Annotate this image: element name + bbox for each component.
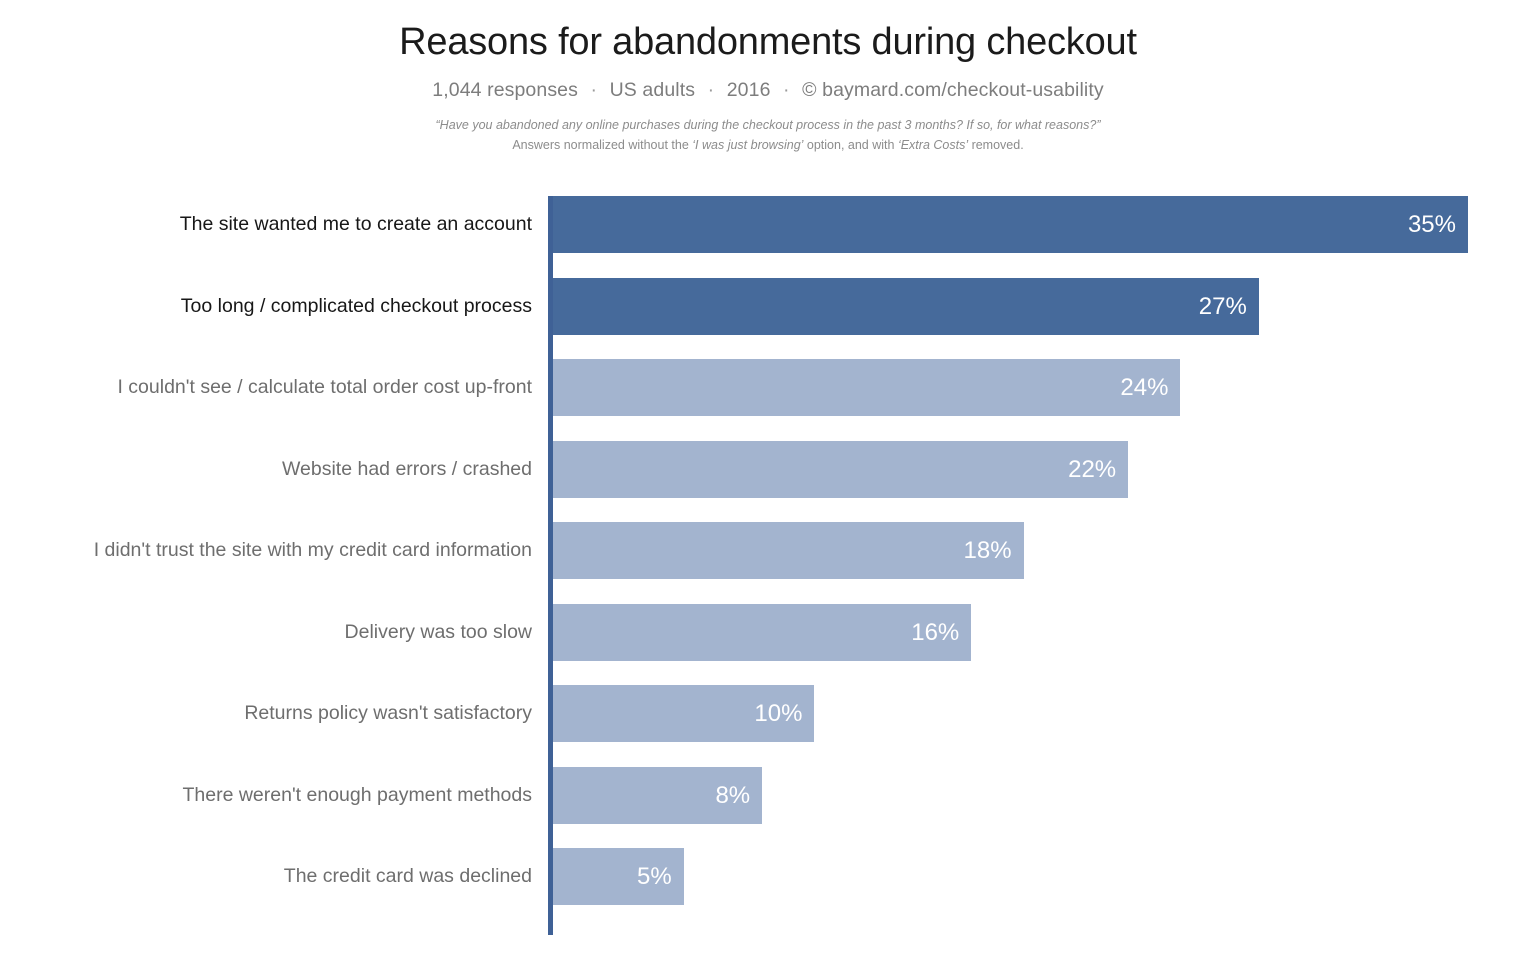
bar-value-label: 5% (637, 863, 672, 890)
bar-value-label: 18% (963, 537, 1012, 564)
bar-row: Returns policy wasn't satisfactory 10% (0, 685, 1536, 742)
bar: 8% (553, 766, 763, 824)
bar-value-label: 10% (754, 700, 803, 727)
note-option-extra-costs: ‘Extra Costs’ (897, 138, 969, 153)
bar-category-label: Too long / complicated checkout process (180, 294, 532, 317)
chart-title: Reasons for abandonments during checkout (399, 21, 1137, 63)
bar-category-label: Delivery was too slow (344, 620, 532, 643)
bar: 24% (553, 359, 1181, 416)
subtitle-audience: US adults (609, 78, 696, 101)
chart-header: Reasons for abandonments during checkout… (0, 0, 1536, 156)
chart-note: “Have you abandoned any online purchases… (0, 115, 1536, 156)
bar-row: Too long / complicated checkout process 2… (0, 277, 1536, 335)
bar-row: The credit card was declined 5% (0, 848, 1536, 905)
chart-note-question: “Have you abandoned any online purchases… (435, 117, 1101, 132)
y-axis-line (548, 196, 553, 935)
bar: 5% (553, 848, 684, 905)
bar-row: I didn't trust the site with my credit c… (0, 522, 1536, 579)
subtitle-source: © baymard.com/checkout-usability (802, 78, 1104, 101)
note-text-e: removed. (968, 138, 1024, 153)
note-option-browsing: ‘I was just browsing’ (692, 138, 804, 153)
bar-value-label: 16% (911, 618, 960, 646)
bar-category-label: I didn't trust the site with my credit c… (93, 539, 532, 561)
chart-subtitle: 1,044 responses · US adults · 2016 · © b… (0, 79, 1536, 102)
bar-row: Website had errors / crashed 22% (0, 440, 1536, 498)
bar-row: The site wanted me to create an account 3… (0, 196, 1536, 253)
bar: 27% (553, 277, 1259, 335)
bar: 22% (553, 440, 1129, 498)
subtitle-responses: 1,044 responses (432, 78, 578, 101)
bar-category-label: I couldn't see / calculate total order c… (117, 376, 532, 398)
bar-category-label: Returns policy wasn't satisfactory (244, 702, 532, 724)
subtitle-separator-3: · (783, 78, 790, 101)
note-text-a: Answers normalized without the (512, 138, 693, 153)
bar-value-label: 22% (1068, 455, 1117, 483)
subtitle-year: 2016 (726, 78, 771, 101)
subtitle-separator-1: · (590, 78, 598, 101)
bar-row: I couldn't see / calculate total order c… (0, 359, 1536, 416)
bar: 10% (553, 685, 815, 742)
bar-category-label: The credit card was declined (283, 865, 532, 887)
bar-value-label: 24% (1120, 374, 1169, 401)
bar-row: There weren't enough payment methods 8% (0, 766, 1536, 824)
bar-value-label: 35% (1407, 211, 1456, 238)
subtitle-separator-2: · (707, 78, 715, 101)
note-text-c: option, and with (803, 138, 898, 153)
bar-rows: The site wanted me to create an account 3… (0, 196, 1536, 930)
bar-row: Delivery was too slow 16% (0, 603, 1536, 661)
plot-area: The site wanted me to create an account 3… (0, 196, 1536, 941)
bar: 35% (553, 196, 1468, 253)
bar-value-label: 8% (715, 781, 751, 809)
chart-note-methodology: Answers normalized without the ‘I was ju… (0, 135, 1536, 156)
bar: 16% (553, 603, 972, 661)
bar-category-label: There weren't enough payment methods (182, 783, 532, 806)
bar-category-label: Website had errors / crashed (281, 457, 532, 480)
bar-category-label: The site wanted me to create an account (179, 213, 532, 235)
bar-value-label: 27% (1198, 292, 1247, 320)
bar: 18% (553, 522, 1024, 579)
